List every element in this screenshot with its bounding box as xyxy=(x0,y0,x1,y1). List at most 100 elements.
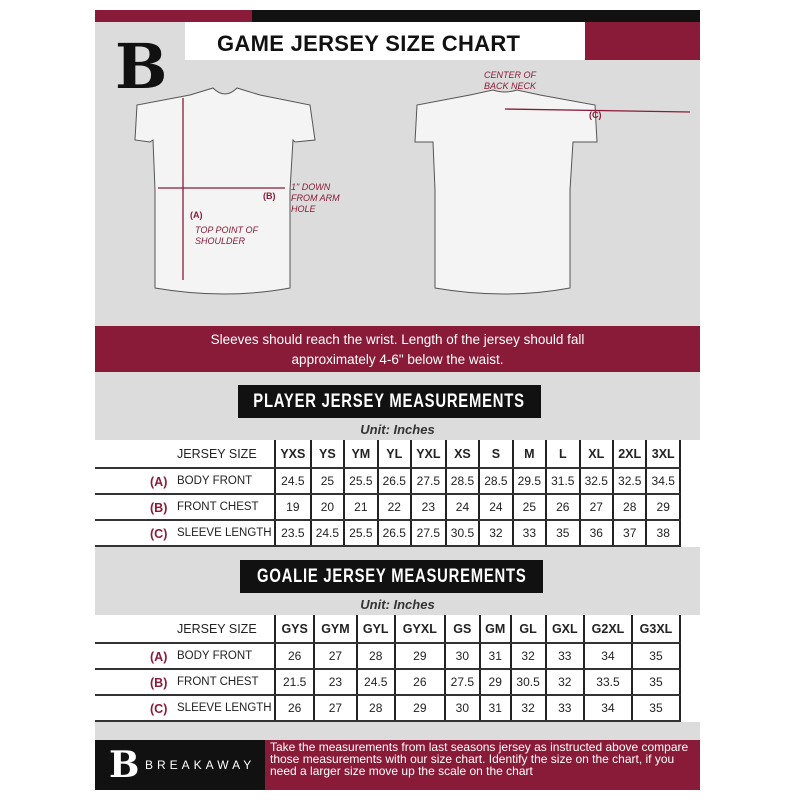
table-edge xyxy=(679,494,700,520)
header-row: JERSEY SIZE YXS YS YM YL YXL XS S M L XL 2XL 3XL xyxy=(95,440,700,469)
table-cell: 24 xyxy=(444,494,480,521)
table-cell: 35 xyxy=(630,643,680,670)
player-table: JERSEY SIZE YXS YS YM YL YXL XS S M L XL 2XL 3XL (A) B… xyxy=(95,440,700,547)
row-key: (A) xyxy=(150,650,168,664)
goalie-table: JERSEY SIZE GYS GYM GYL GYXL GS GM GL GXL G2XL G3X… xyxy=(95,615,700,722)
footer-instructions: Take the measurements from last seasons … xyxy=(265,740,700,790)
row-name: FRONT CHEST xyxy=(177,501,259,513)
back-neck-note: CENTER OF BACK NECK xyxy=(483,70,536,91)
row-label: (A) BODY FRONT xyxy=(95,468,275,495)
table-cell: 31 xyxy=(478,695,511,722)
table-cell: 35 xyxy=(630,695,680,722)
size-header: GL xyxy=(509,615,546,644)
goalie-title-box: GOALIE JERSEY MEASUREMENTS xyxy=(240,560,543,593)
size-header: GS xyxy=(443,615,480,644)
page-title: GAME JERSEY SIZE CHART xyxy=(185,22,585,60)
table-cell: 26 xyxy=(393,669,445,696)
arm-hole-note: 1" DOWN FROM ARM HOLE xyxy=(291,182,340,214)
size-header: 2XL xyxy=(611,440,647,469)
table-cell: 22 xyxy=(376,494,411,521)
table-cell: 34 xyxy=(582,695,632,722)
row-name: SLEEVE LENGTH xyxy=(177,702,272,714)
table-cell: 23 xyxy=(410,494,446,521)
table-cell: 33 xyxy=(544,643,584,670)
size-header: S xyxy=(478,440,513,469)
goalie-title: GOALIE JERSEY MEASUREMENTS xyxy=(256,566,527,587)
row-label: (C) SLEEVE LENGTH xyxy=(95,695,275,722)
row-key: (B) xyxy=(150,676,168,690)
row-key: (C) xyxy=(150,702,168,716)
table-cell: 21 xyxy=(343,494,378,521)
player-unit: Unit: Inches xyxy=(360,422,435,437)
table-cell: 32.5 xyxy=(611,468,647,495)
size-header: G3XL xyxy=(630,615,680,644)
size-header: GYL xyxy=(355,615,395,644)
table-cell: 26 xyxy=(545,494,580,521)
table-cell: 32 xyxy=(544,669,584,696)
table-cell: 28.5 xyxy=(478,468,513,495)
label-c: (C) xyxy=(589,110,602,120)
row-name: BODY FRONT xyxy=(177,475,253,487)
breakaway-logo: 𝐁 xyxy=(115,30,168,103)
player-title: PLAYER JERSEY MEASUREMENTS xyxy=(253,391,526,412)
row-key: (B) xyxy=(150,501,168,515)
table-cell: 30 xyxy=(443,695,480,722)
size-header: XS xyxy=(444,440,480,469)
table-cell: 26 xyxy=(273,643,315,670)
table-cell: 29 xyxy=(393,695,445,722)
table-row: (A) BODY FRONT 24.5 25 25.5 26.5 27.5 28.5 28.5 2… xyxy=(95,468,700,495)
table-cell: 20 xyxy=(309,494,345,521)
size-header: GYM xyxy=(313,615,357,644)
table-cell: 25 xyxy=(309,468,345,495)
table-cell: 33.5 xyxy=(582,669,632,696)
table-cell: 34.5 xyxy=(645,468,680,495)
size-header: XL xyxy=(578,440,613,469)
table-row: (B) FRONT CHEST 19 20 21 22 23 24 24 25 26 27 28 29 xyxy=(95,494,700,521)
size-header: GXL xyxy=(544,615,584,644)
table-cell: 30.5 xyxy=(444,520,480,547)
size-header: YXS xyxy=(274,440,311,469)
top-bar-maroon xyxy=(95,10,252,22)
row-name: SLEEVE LENGTH xyxy=(177,527,272,539)
size-header: 3XL xyxy=(645,440,680,469)
size-header: GM xyxy=(478,615,511,644)
table-cell: 27.5 xyxy=(410,468,446,495)
size-header: L xyxy=(545,440,580,469)
table-cell: 24.5 xyxy=(355,669,395,696)
table-cell: 34 xyxy=(582,643,632,670)
table-cell: 21.5 xyxy=(273,669,315,696)
row-name: FRONT CHEST xyxy=(177,676,259,688)
table-row: (B) FRONT CHEST 21.5 23 24.5 26 27.5 29 30.5 32 33… xyxy=(95,669,700,696)
table-cell: 25.5 xyxy=(343,468,378,495)
table-cell: 32.5 xyxy=(578,468,613,495)
table-edge xyxy=(679,520,700,546)
size-header: GYXL xyxy=(393,615,445,644)
table-cell: 25.5 xyxy=(343,520,378,547)
table-cell: 28 xyxy=(355,643,395,670)
footer-brand-name: BREAKAWAY xyxy=(145,758,256,772)
table-edge xyxy=(679,695,700,721)
table-cell: 29.5 xyxy=(511,468,547,495)
table-cell: 23 xyxy=(313,669,357,696)
footer-brand: 𝐁 BREAKAWAY xyxy=(95,740,265,790)
row-label: (C) SLEEVE LENGTH xyxy=(95,520,275,547)
table-cell: 35 xyxy=(545,520,580,547)
table-cell: 25 xyxy=(511,494,547,521)
header-row: JERSEY SIZE GYS GYM GYL GYXL GS GM GL GXL G2XL G3X… xyxy=(95,615,700,644)
table-cell: 31 xyxy=(478,643,511,670)
table-cell: 30.5 xyxy=(509,669,546,696)
row-label: (A) BODY FRONT xyxy=(95,643,275,670)
table-cell: 23.5 xyxy=(274,520,311,547)
table-cell: 24 xyxy=(478,494,513,521)
table-cell: 28 xyxy=(355,695,395,722)
table-cell: 31.5 xyxy=(545,468,580,495)
table-cell: 32 xyxy=(478,520,513,547)
fit-banner: Sleeves should reach the wrist. Length o… xyxy=(95,326,700,372)
table-cell: 29 xyxy=(393,643,445,670)
banner-line-2: approximately 4-6" below the waist. xyxy=(291,352,504,367)
table-cell: 36 xyxy=(578,520,613,547)
table-cell: 29 xyxy=(645,494,680,521)
table-cell: 33 xyxy=(511,520,547,547)
top-point-note: TOP POINT OF SHOULDER xyxy=(195,225,258,246)
table-cell: 33 xyxy=(544,695,584,722)
